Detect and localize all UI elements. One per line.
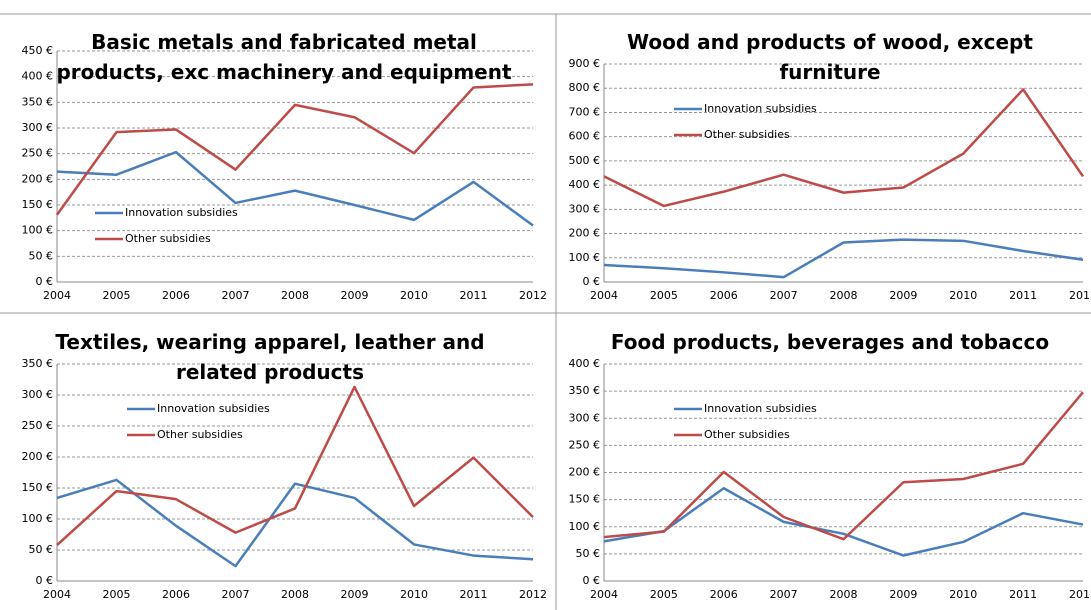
- y-tick-label: 500 €: [569, 154, 601, 167]
- x-tick-label: 2006: [710, 289, 738, 302]
- legend-label: Innovation subsidies: [157, 402, 270, 415]
- y-tick-label: 0 €: [583, 275, 601, 288]
- y-tick-label: 400 €: [569, 178, 601, 191]
- x-tick-label: 2008: [281, 588, 309, 601]
- x-tick-label: 2007: [222, 588, 250, 601]
- y-tick-label: 50 €: [576, 547, 601, 560]
- y-tick-label: 150 €: [569, 493, 601, 506]
- y-tick-label: 300 €: [569, 202, 601, 215]
- legend-label: Other subsidies: [704, 128, 790, 141]
- chart-title: Textiles, wearing apparel, leather and r…: [55, 330, 485, 384]
- x-tick-label: 2011: [1009, 289, 1037, 302]
- x-tick-label: 2004: [43, 289, 71, 302]
- x-tick-label: 2008: [830, 588, 858, 601]
- legend-label: Other subsidies: [125, 232, 211, 245]
- y-tick-label: 250 €: [569, 438, 601, 451]
- y-tick-label: 150 €: [22, 198, 54, 211]
- y-tick-label: 100 €: [569, 520, 601, 533]
- x-tick-label: 2006: [162, 289, 190, 302]
- series-line: [56, 385, 534, 546]
- x-tick-label: 2005: [650, 289, 678, 302]
- y-tick-label: 350 €: [22, 357, 54, 370]
- y-tick-label: 100 €: [22, 224, 54, 237]
- x-tick-label: 2004: [43, 588, 71, 601]
- x-tick-label: 2009: [889, 588, 917, 601]
- x-tick-label: 2011: [460, 588, 488, 601]
- x-tick-label: 2008: [281, 289, 309, 302]
- x-tick-label: 2010: [949, 588, 977, 601]
- series-line: [55, 83, 534, 216]
- y-tick-label: 50 €: [29, 249, 54, 262]
- y-tick-label: 450 €: [22, 44, 54, 57]
- legend-label: Innovation subsidies: [704, 402, 817, 415]
- y-tick-label: 350 €: [569, 384, 601, 397]
- y-tick-label: 900 €: [569, 57, 601, 70]
- chart-title: Basic metals and fabricated metal produc…: [56, 30, 512, 84]
- x-tick-label: 2008: [830, 289, 858, 302]
- series-line: [603, 88, 1085, 208]
- y-tick-label: 400 €: [569, 357, 601, 370]
- x-tick-label: 2010: [949, 289, 977, 302]
- x-tick-label: 2004: [590, 588, 618, 601]
- y-tick-label: 700 €: [569, 105, 601, 118]
- x-tick-label: 2006: [710, 588, 738, 601]
- legend-label: Innovation subsidies: [125, 206, 238, 219]
- x-tick-label: 2009: [341, 289, 369, 302]
- series-line: [56, 478, 534, 568]
- y-tick-label: 200 €: [22, 450, 54, 463]
- series-line: [603, 238, 1084, 279]
- x-tick-label: 2011: [1009, 588, 1037, 601]
- y-tick-label: 600 €: [569, 130, 601, 143]
- x-tick-label: 2010: [400, 289, 428, 302]
- y-tick-label: 300 €: [22, 121, 54, 134]
- x-tick-label: 2005: [103, 588, 131, 601]
- chart-title: Wood and products of wood, except furnit…: [627, 30, 1033, 84]
- y-tick-label: 150 €: [22, 481, 54, 494]
- series-line: [56, 150, 534, 227]
- x-tick-label: 2012: [519, 588, 547, 601]
- x-tick-label: 2010: [400, 588, 428, 601]
- series-line: [603, 486, 1084, 557]
- y-tick-label: 350 €: [22, 95, 54, 108]
- y-tick-label: 0 €: [36, 574, 54, 587]
- x-tick-label: 2006: [162, 588, 190, 601]
- x-tick-label: 2012: [1069, 588, 1091, 601]
- legend-label: Other subsidies: [157, 428, 243, 441]
- y-tick-label: 0 €: [36, 275, 54, 288]
- x-tick-label: 2005: [103, 289, 131, 302]
- x-tick-label: 2005: [650, 588, 678, 601]
- y-tick-label: 50 €: [29, 543, 54, 556]
- x-tick-label: 2009: [889, 289, 917, 302]
- y-tick-label: 200 €: [569, 227, 601, 240]
- y-tick-label: 800 €: [569, 81, 601, 94]
- legend-label: Other subsidies: [704, 428, 790, 441]
- y-tick-label: 100 €: [22, 512, 54, 525]
- y-tick-label: 400 €: [22, 70, 54, 83]
- legend-label: Innovation subsidies: [704, 102, 817, 115]
- y-tick-label: 250 €: [22, 147, 54, 160]
- y-tick-label: 100 €: [569, 251, 601, 264]
- y-tick-label: 200 €: [569, 466, 601, 479]
- series-line: [603, 391, 1084, 541]
- y-tick-label: 0 €: [583, 574, 601, 587]
- y-tick-label: 200 €: [22, 172, 54, 185]
- x-tick-label: 2011: [460, 289, 488, 302]
- x-tick-label: 2004: [590, 289, 618, 302]
- x-tick-label: 2007: [222, 289, 250, 302]
- x-tick-label: 2012: [1069, 289, 1091, 302]
- chart-title: Food products, beverages and tobacco: [610, 330, 1050, 354]
- y-tick-label: 300 €: [22, 388, 54, 401]
- x-tick-label: 2009: [341, 588, 369, 601]
- y-tick-label: 250 €: [22, 419, 54, 432]
- x-tick-label: 2007: [770, 588, 798, 601]
- x-tick-label: 2012: [519, 289, 547, 302]
- y-tick-label: 300 €: [569, 411, 601, 424]
- x-tick-label: 2007: [770, 289, 798, 302]
